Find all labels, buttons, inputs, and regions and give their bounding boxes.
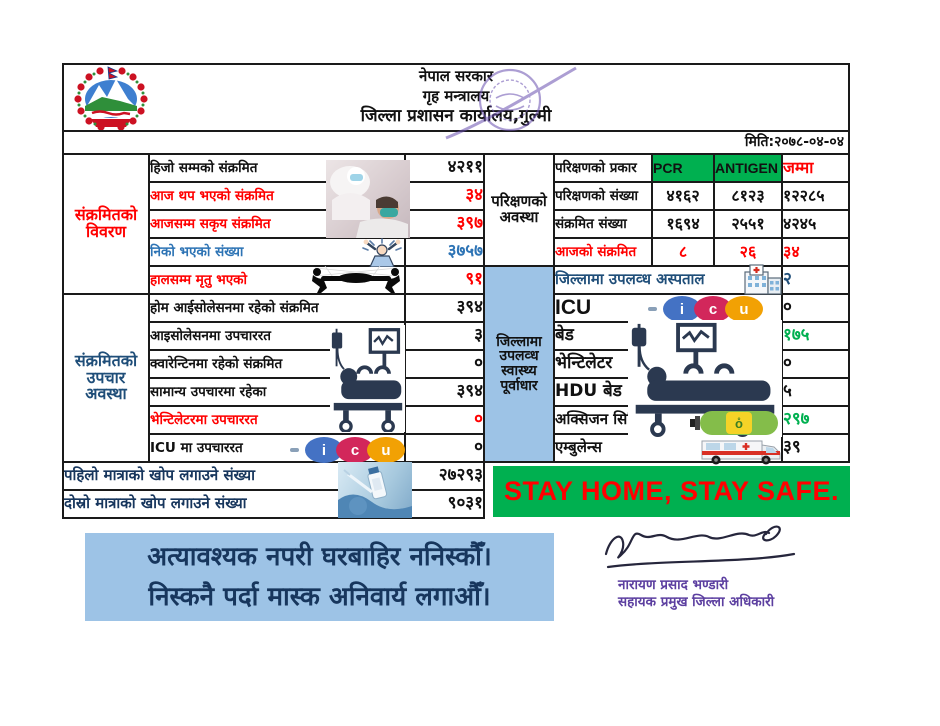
- ambulance-icon: [701, 440, 781, 465]
- row-value: ०: [404, 433, 485, 463]
- hospital-bed-icon-left: [330, 325, 405, 434]
- row-label: हिजो सम्मको संक्रमित: [148, 153, 406, 183]
- icu-icon-right: i c u: [648, 296, 763, 322]
- icu-letter-u: u: [725, 296, 763, 322]
- category-test-status: परिक्षणको अवस्था: [483, 153, 555, 267]
- row-value: ४२११: [404, 153, 485, 183]
- row-label: संक्रमित संख्या: [553, 209, 653, 239]
- ministry-title: गृह मन्त्रालय: [422, 87, 490, 105]
- row-value: ३९४: [404, 377, 485, 407]
- notice-line-2: निस्कनै पर्दा मास्क अनिवार्य लगाऔँ।: [148, 582, 491, 612]
- row-value: २९७: [781, 405, 850, 435]
- table-row: जिल्लामा उपलव्ध स्वास्थ्य पूर्वाधार जिल्…: [483, 265, 850, 463]
- dash-icon: [290, 448, 299, 452]
- row-value: १७५: [781, 321, 850, 351]
- row-value: ०: [404, 405, 485, 435]
- column-header-antigen: ANTIGEN: [713, 153, 783, 183]
- table-row: आजसम्म सकृय संक्रमित ३९७: [63, 209, 485, 239]
- hospital-building-icon: [744, 264, 782, 295]
- total-value: ४२४५: [781, 209, 850, 239]
- patient-photo: [326, 160, 410, 238]
- antigen-value: २५५१: [713, 209, 783, 239]
- notice-line-1: अत्यावश्यक नपरी घरबाहिर ननिस्कौँ।: [147, 542, 492, 572]
- header-stamp-icon: [445, 66, 577, 140]
- table-row: निको भएको संख्या ३७५७: [63, 237, 485, 267]
- category-infection-details: संक्रमितको विवरण: [62, 153, 150, 295]
- row-value: २७२९३: [404, 461, 485, 491]
- pcr-value: ४१६२: [651, 181, 715, 211]
- table-row: दोस्रो मात्राको खोप लगाउने संख्या ९०३१: [62, 489, 485, 519]
- notice-box: अत्यावश्यक नपरी घरबाहिर ननिस्कौँ। निस्कन…: [85, 533, 554, 621]
- table-row: परिक्षणको संख्या ४१६२ ८१२३ १२२८५: [484, 181, 850, 211]
- icu-letter-u: u: [367, 437, 405, 463]
- recovered-person-icon: [362, 238, 402, 267]
- nepal-emblem-icon: [74, 66, 148, 130]
- row-value: ०: [781, 349, 850, 379]
- stay-home-banner: STAY HOME, STAY SAFE.: [493, 466, 850, 517]
- signature-icon: [604, 525, 796, 569]
- row-label: होम आईसोलेसनमा रहेको संक्रमित: [148, 293, 406, 323]
- row-value: ९०३१: [404, 489, 485, 519]
- row-value: ०: [781, 293, 850, 323]
- pcr-value: १६९४: [651, 209, 715, 239]
- row-value: ३९७: [404, 209, 485, 239]
- total-value: ३४: [781, 237, 850, 267]
- infection-treatment-table: संक्रमितको विवरण हिजो सम्मको संक्रमित ४२…: [62, 153, 485, 519]
- column-header: परिक्षणको प्रकार: [553, 153, 653, 183]
- category-treatment-status: संक्रमितको उपचार अवस्था: [62, 293, 150, 463]
- antigen-value: २६: [713, 237, 783, 267]
- table-row: आजको संक्रमित ८ २६ ३४: [484, 237, 850, 267]
- signatory-name: नारायण प्रसाद भण्डारी: [618, 577, 729, 593]
- row-value: ३९: [781, 433, 850, 463]
- column-header-pcr: PCR: [651, 153, 715, 183]
- table-row: परिक्षणको अवस्था परिक्षणको प्रकार PCR AN…: [483, 153, 850, 267]
- icu-icon-left: i c u: [290, 437, 405, 463]
- category-infrastructure: जिल्लामा उपलव्ध स्वास्थ्य पूर्वाधार: [483, 265, 555, 463]
- government-title: नेपाल सरकार: [419, 67, 493, 85]
- signatory-title: सहायक प्रमुख जिल्ला अधिकारी: [618, 594, 775, 610]
- svg-text:o̊: o̊: [735, 416, 743, 431]
- table-row: संक्रमितको उपचार अवस्था होम आईसोलेसनमा र…: [62, 293, 485, 463]
- total-value: १२२८५: [781, 181, 850, 211]
- table-row: संक्रमितको विवरण हिजो सम्मको संक्रमित ४२…: [62, 153, 485, 295]
- row-value: ०: [404, 349, 485, 379]
- table-row: आज थप भएको संक्रमित ३४: [63, 181, 485, 211]
- column-header-total: जम्मा: [781, 153, 850, 183]
- row-label: परिक्षणको संख्या: [553, 181, 653, 211]
- pcr-value: ८: [651, 237, 715, 267]
- row-label: आजको संक्रमित: [553, 237, 653, 267]
- row-value: ५: [781, 377, 850, 407]
- row-value: ९१: [404, 265, 485, 295]
- table-row: संक्रमित संख्या १६९४ २५५१ ४२४५: [484, 209, 850, 239]
- hospital-bed-icon-right: [628, 320, 782, 437]
- row-value: ३७५७: [404, 237, 485, 267]
- row-label: निको भएको संख्या: [148, 237, 406, 267]
- dash-icon: [648, 307, 657, 311]
- table-row: पहिलो मात्राको खोप लगाउने संख्या २७२९३: [62, 461, 485, 491]
- stretcher-death-icon: [312, 266, 400, 293]
- signatory-stamp: नारायण प्रसाद भण्डारी सहायक प्रमुख जिल्ल…: [618, 577, 848, 611]
- antigen-value: ८१२३: [713, 181, 783, 211]
- row-value: २: [781, 265, 850, 295]
- oxygen-cylinder-icon: o̊: [690, 411, 778, 435]
- vaccine-photo: [338, 462, 412, 518]
- row-value: ३९४: [404, 293, 485, 323]
- row-value: ३४: [404, 181, 485, 211]
- row-value: ३: [404, 321, 485, 351]
